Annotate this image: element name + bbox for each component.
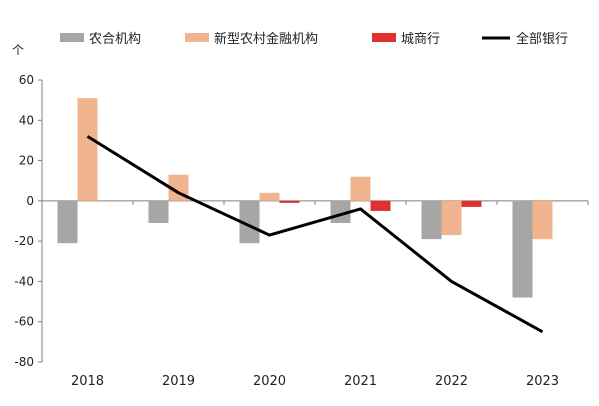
legend-label: 新型农村金融机构 <box>214 31 318 47</box>
y-tick-label: -40 <box>14 274 34 288</box>
legend-swatch <box>60 33 84 42</box>
line-series <box>87 136 542 332</box>
bar-2018 <box>58 201 78 243</box>
y-tick-label: 20 <box>19 154 34 168</box>
bar-2022 <box>462 201 482 207</box>
y-tick-label: -80 <box>14 355 34 369</box>
y-axis: 60 40 20 0 -20 -40 -60 -80 <box>14 73 42 369</box>
x-tick-label: 2022 <box>435 374 468 389</box>
legend-label: 城商行 <box>401 32 440 47</box>
x-tick-label: 2023 <box>526 374 559 389</box>
bar-2021 <box>351 177 371 201</box>
line-series-path <box>88 136 543 331</box>
bar-2020 <box>280 201 300 203</box>
bar-2020 <box>260 193 280 201</box>
x-axis: 2018 2019 2020 2021 2022 2023 <box>42 201 588 389</box>
x-tick-label: 2021 <box>344 374 377 389</box>
legend-label: 农合机构 <box>89 32 141 47</box>
x-tick-label: 2018 <box>71 374 104 389</box>
legend-swatch <box>372 33 396 42</box>
bar-2018 <box>78 98 98 201</box>
y-tick-label: 40 <box>19 113 34 127</box>
bar-2023 <box>513 201 533 298</box>
bar-2019 <box>149 201 169 223</box>
y-axis-unit-label: 个 <box>12 43 24 57</box>
bar-2022 <box>422 201 442 239</box>
x-tick-label: 2020 <box>253 374 286 389</box>
legend: 农合机构 新型农村金融机构 城商行 全部银行 <box>60 31 568 47</box>
y-tick-label: -20 <box>14 234 34 248</box>
y-tick-label: 0 <box>26 194 34 208</box>
legend-swatch <box>185 33 209 42</box>
y-tick-label: -60 <box>14 315 34 329</box>
bar-2023 <box>533 201 553 239</box>
bars <box>58 98 553 297</box>
legend-label: 全部银行 <box>516 31 568 47</box>
bar-2021 <box>371 201 391 211</box>
y-tick-label: 60 <box>19 73 34 87</box>
bar-2022 <box>442 201 462 235</box>
x-tick-label: 2019 <box>162 374 195 389</box>
